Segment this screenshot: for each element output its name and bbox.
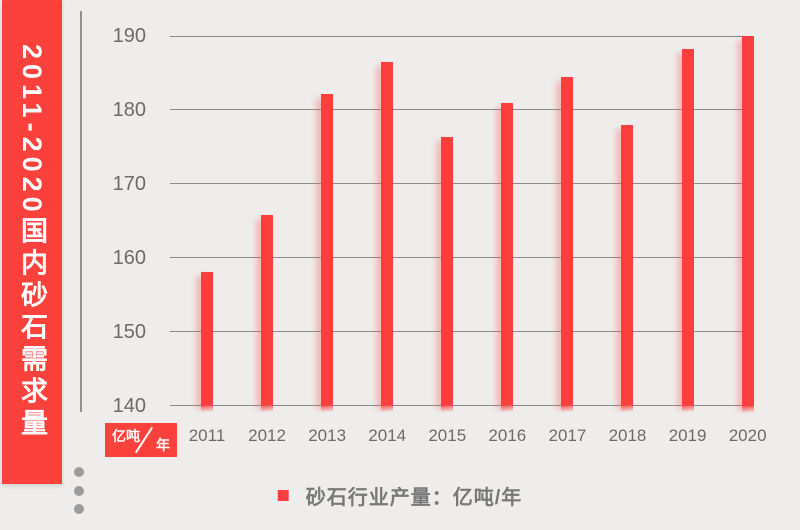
bar-2011 [201,272,213,413]
gridline [170,183,753,185]
title-banner: 2011-2020国内砂石需求量 [2,0,62,484]
x-tick-label: 2016 [488,426,527,445]
decor-dot [74,467,84,477]
bar-2015 [441,136,454,413]
y-axis-line [80,11,82,412]
y-tick-label: 150 [112,320,146,343]
x-tick-label: 2014 [368,426,407,445]
gridline [170,109,753,111]
decor-dot [74,504,84,514]
x-tick-label: 2011 [188,426,226,445]
bar-2012 [261,214,274,413]
gridline [170,405,753,406]
bar-2018 [621,125,634,413]
y-tick-label: 190 [112,25,146,47]
gridline [170,331,753,333]
y-tick-label: 180 [112,98,146,121]
x-tick-label: 2015 [428,426,467,445]
legend-label: 砂石行业产量：亿吨/年 [305,487,523,509]
gridline [170,257,753,259]
bar-2017 [561,76,574,413]
x-tick-label: 2019 [668,426,707,445]
y-tick-label: 170 [112,172,146,195]
page-title: 2011-2020国内砂石需求量 [17,43,47,441]
x-tick-label: 2017 [548,426,587,445]
unit-numerator: 亿吨 [112,428,140,444]
y-tick-label: 140 [112,394,146,417]
x-tick-label: 2013 [308,426,347,445]
x-tick-label: 2012 [248,426,286,445]
x-tick-label: 2020 [728,426,767,445]
x-tick-label: 2018 [608,426,647,445]
legend-marker-icon [277,490,289,501]
gridline [170,35,753,37]
bar-2016 [501,102,514,413]
bar-2020 [741,36,754,412]
legend: 砂石行业产量：亿吨/年 [277,481,523,510]
y-tick-label: 160 [112,246,146,269]
unit-denominator: 年 [156,437,170,453]
bar-2019 [681,49,694,413]
axis-unit-badge: 亿吨 年 [105,423,177,457]
decor-dot [74,486,84,496]
bar-2013 [321,93,334,413]
bar-2014 [381,61,394,413]
